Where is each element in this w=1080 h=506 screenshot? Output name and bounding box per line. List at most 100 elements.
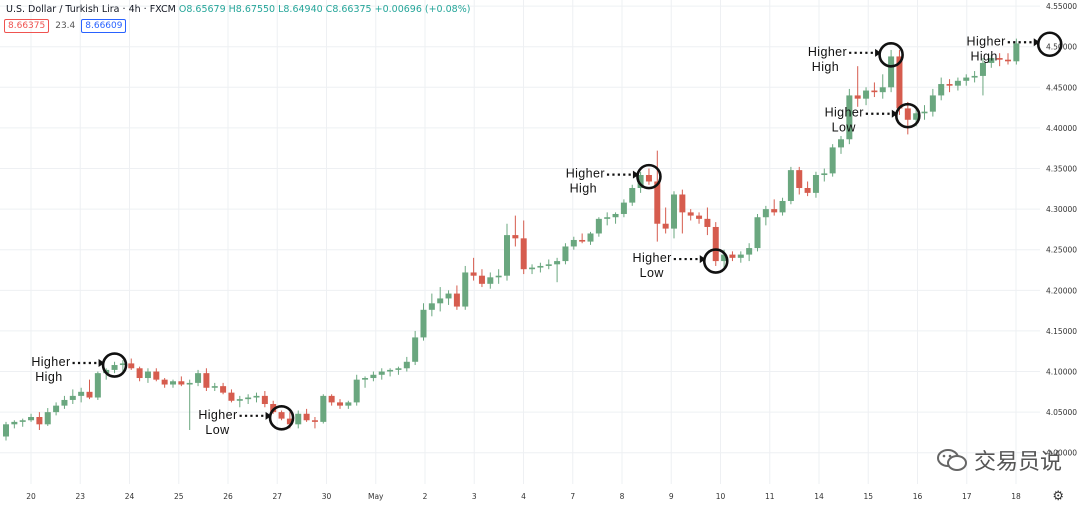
- candle-body: [637, 175, 644, 188]
- candle-body: [537, 265, 544, 268]
- candle-body: [913, 113, 920, 120]
- candle-body: [729, 254, 736, 258]
- y-tick-label: 4.15000: [1046, 327, 1077, 336]
- candle-body: [712, 226, 719, 262]
- candle-body: [261, 395, 268, 405]
- candle-body: [186, 382, 193, 385]
- candle-body: [86, 391, 93, 398]
- candle-body: [863, 90, 870, 99]
- candle-body: [11, 421, 18, 425]
- x-tick-label: 4: [521, 492, 526, 501]
- annotation-circle: [878, 42, 904, 68]
- candle-body: [579, 239, 586, 242]
- annotation-circle: [101, 352, 128, 378]
- candle-body: [328, 395, 335, 403]
- candle-body: [445, 293, 452, 299]
- x-tick-label: 8: [620, 492, 625, 501]
- candle-body: [879, 87, 886, 93]
- candle-body: [1005, 59, 1011, 62]
- candle-body: [337, 402, 343, 406]
- candle-body: [245, 397, 252, 400]
- watermark: 交易员说: [936, 444, 1062, 476]
- candle-body: [295, 413, 302, 425]
- candle-body: [19, 420, 26, 422]
- candle-body: [737, 254, 744, 258]
- x-tick-label: 16: [913, 492, 923, 501]
- wechat-icon: [936, 449, 967, 471]
- time-axis: [0, 484, 1080, 506]
- candle-body: [829, 147, 836, 174]
- candle-body: [746, 248, 753, 255]
- candle-body: [270, 404, 277, 413]
- y-tick-label: 4.55000: [1046, 2, 1077, 11]
- candle-body: [203, 373, 210, 388]
- candle-body: [570, 239, 577, 247]
- candle-body: [111, 365, 118, 370]
- annotation-arrowhead: [265, 411, 272, 420]
- candle-body: [353, 379, 360, 403]
- candle-body: [821, 173, 828, 176]
- x-tick-label: 9: [669, 492, 674, 501]
- x-tick-label: 25: [174, 492, 184, 501]
- candle-body: [28, 417, 35, 421]
- y-tick-label: 4.35000: [1046, 165, 1077, 174]
- sell-price-button[interactable]: 8.66375: [4, 19, 50, 33]
- candle-body: [412, 337, 419, 362]
- x-tick-label: 14: [814, 492, 824, 501]
- annotation-circle: [894, 102, 921, 129]
- symbol-legend: U.S. Dollar / Turkish Lira · 4h · FXCM O…: [6, 4, 471, 15]
- spread-value: 23.4: [55, 21, 76, 31]
- ohlc-readout: O8.65679 H8.67550 L8.64940 C8.66375 +0.0…: [178, 4, 471, 15]
- candle-body: [896, 56, 903, 109]
- candle-body: [671, 194, 677, 229]
- candle-body: [320, 395, 327, 422]
- candle-body: [787, 170, 794, 201]
- candle-body: [963, 77, 970, 81]
- candle-body: [462, 272, 469, 307]
- y-tick-label: 4.10000: [1046, 368, 1077, 377]
- candle-body: [303, 413, 310, 421]
- candle-body: [545, 264, 552, 266]
- candle-body: [236, 399, 243, 401]
- candle-body: [838, 139, 844, 148]
- candle-body: [253, 395, 260, 398]
- annotation-label-line1: Higher: [967, 34, 1006, 48]
- candle-body: [996, 58, 1003, 60]
- candle-body: [512, 235, 519, 239]
- annotation-arrowhead: [98, 359, 105, 368]
- candle-body: [370, 374, 377, 379]
- candle-body: [395, 368, 402, 370]
- y-tick-label: 4.05000: [1046, 408, 1077, 417]
- candle-body: [796, 170, 803, 188]
- candle-body: [938, 84, 945, 96]
- candle-body: [529, 267, 536, 270]
- candle-body: [754, 217, 761, 249]
- candle-body: [362, 378, 369, 380]
- candle-body: [988, 58, 995, 63]
- annotation-arrowhead: [632, 170, 639, 179]
- candle-body: [195, 373, 202, 383]
- candle-body: [804, 187, 811, 193]
- x-tick-label: 10: [716, 492, 726, 501]
- y-tick-label: 4.20000: [1046, 286, 1077, 295]
- candle-body: [904, 108, 911, 120]
- candle-body: [779, 200, 786, 213]
- candle-body: [420, 309, 427, 338]
- candle-body: [470, 272, 477, 276]
- annotation-label-line1: Higher: [633, 251, 672, 265]
- candle-body: [3, 424, 9, 437]
- candle-body: [403, 361, 410, 369]
- candle-body: [679, 194, 686, 213]
- y-tick-label: 4.25000: [1046, 246, 1077, 255]
- annotation-label-line1: Higher: [198, 408, 237, 422]
- candle-body: [220, 386, 227, 393]
- candle-body: [153, 371, 160, 380]
- candle-body: [478, 275, 485, 284]
- buy-price-button[interactable]: 8.66609: [81, 19, 127, 33]
- gear-icon[interactable]: ⚙: [1052, 488, 1064, 503]
- x-tick-label: 30: [322, 492, 332, 501]
- candle-body: [704, 218, 711, 227]
- annotation-label-line1: Higher: [808, 45, 847, 59]
- candle-body: [228, 392, 235, 401]
